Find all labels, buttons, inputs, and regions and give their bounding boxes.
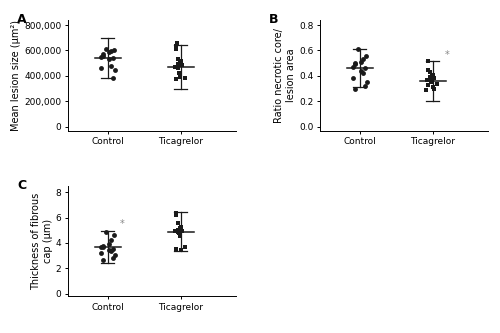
Y-axis label: Ratio necrotic core/
lesion area: Ratio necrotic core/ lesion area (274, 28, 296, 123)
Y-axis label: Thickness of fibrous
cap (μm): Thickness of fibrous cap (μm) (31, 192, 52, 290)
Text: *: * (120, 219, 124, 229)
Text: *: * (445, 50, 450, 60)
Text: C: C (17, 179, 26, 192)
Text: A: A (17, 13, 26, 26)
Text: B: B (269, 13, 278, 26)
Y-axis label: Mean lesion size (μm²): Mean lesion size (μm²) (11, 20, 21, 131)
